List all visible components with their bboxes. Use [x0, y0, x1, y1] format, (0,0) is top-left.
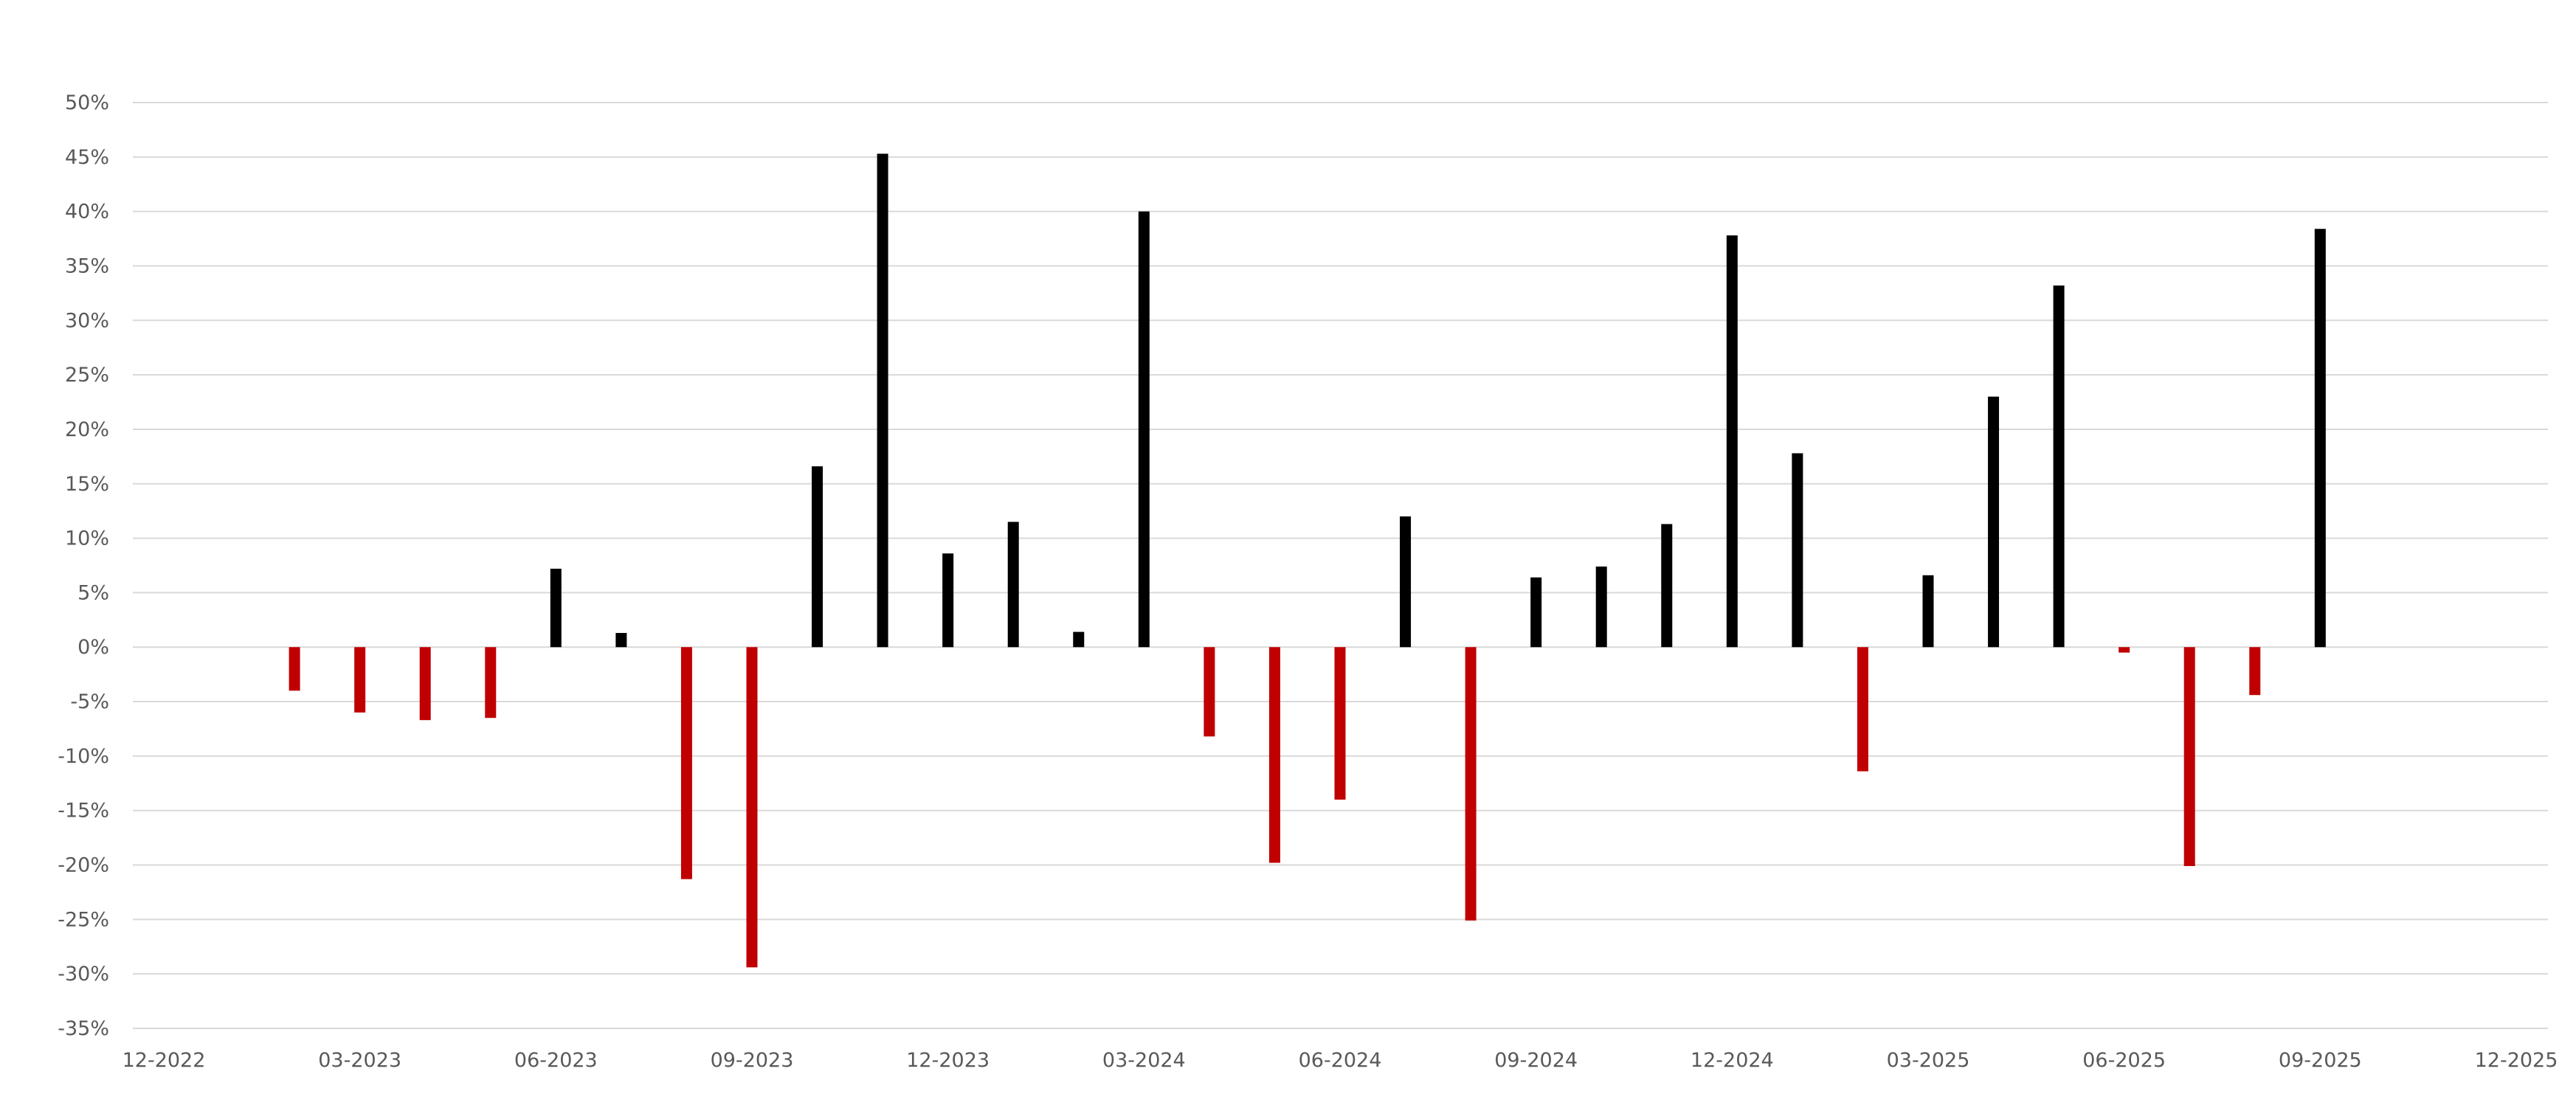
- bar-03-2023: [354, 647, 366, 713]
- bar-04-2024: [1204, 647, 1215, 737]
- x-tick-label: 09-2023: [711, 1049, 794, 1072]
- bar-09-2023: [746, 647, 758, 968]
- y-tick-label: -20%: [58, 854, 109, 877]
- x-tick-label: 12-2025: [2475, 1049, 2558, 1072]
- y-tick-label: -25%: [58, 908, 109, 931]
- bar-10-2023: [812, 466, 823, 648]
- y-tick-label: -30%: [58, 963, 109, 986]
- x-tick-label: 09-2025: [2279, 1049, 2362, 1072]
- y-axis-tick-labels: 50% 45% 40% 35% 30% 25% 20% 15% 10% 5% 0% -5% -10% -1…: [58, 91, 109, 1040]
- bars: [289, 153, 2326, 968]
- y-tick-label: 25%: [65, 364, 109, 387]
- y-tick-label: 30%: [65, 309, 109, 332]
- bar-09-2024: [1530, 577, 1542, 648]
- bar-09-2025: [2314, 229, 2326, 648]
- x-tick-label: 12-2024: [1691, 1049, 1774, 1072]
- bar-11-2024: [1661, 524, 1673, 648]
- gridlines: [133, 102, 2548, 1029]
- bar-07-2023: [615, 633, 627, 648]
- bar-10-2024: [1595, 566, 1607, 648]
- bar-12-2023: [942, 553, 954, 648]
- x-tick-label: 12-2023: [906, 1049, 990, 1072]
- bar-07-2024: [1400, 516, 1412, 648]
- y-tick-label: 45%: [65, 146, 109, 169]
- bar-04-2023: [419, 647, 431, 721]
- bar-02-2025: [1857, 647, 1868, 772]
- bar-06-2023: [550, 568, 562, 648]
- y-tick-label: 40%: [65, 201, 109, 224]
- bar-05-2024: [1268, 647, 1280, 863]
- bar-03-2024: [1138, 211, 1150, 648]
- y-tick-label: -10%: [58, 745, 109, 768]
- x-tick-label: 09-2024: [1494, 1049, 1578, 1072]
- bar-07-2025: [2183, 647, 2195, 867]
- bar-03-2025: [1922, 575, 1934, 648]
- bar-06-2024: [1334, 647, 1346, 800]
- bar-02-2023: [289, 647, 300, 691]
- bar-12-2024: [1726, 235, 1738, 648]
- x-tick-label: 06-2023: [514, 1049, 598, 1072]
- y-tick-label: 5%: [77, 581, 109, 604]
- bar-05-2023: [485, 647, 497, 719]
- x-tick-label: 12-2022: [122, 1049, 206, 1072]
- y-tick-label: 10%: [65, 527, 109, 550]
- y-tick-label: -15%: [58, 800, 109, 823]
- y-tick-label: 35%: [65, 255, 109, 277]
- x-tick-label: 06-2024: [1299, 1049, 1382, 1072]
- y-tick-label: 20%: [65, 418, 109, 441]
- bar-08-2024: [1465, 647, 1477, 921]
- y-tick-label: 0%: [77, 636, 109, 659]
- y-tick-label: 50%: [65, 91, 109, 114]
- x-axis-tick-labels: 12-2022 03-2023 06-2023 09-2023 12-2023 03-20…: [122, 1049, 2558, 1072]
- bar-06-2025: [2119, 647, 2130, 653]
- bar-04-2025: [1988, 396, 2000, 648]
- y-tick-label: 15%: [65, 473, 109, 496]
- bar-08-2025: [2249, 647, 2261, 696]
- x-tick-label: 03-2023: [318, 1049, 401, 1072]
- bar-11-2023: [877, 153, 888, 648]
- bar-02-2024: [1073, 631, 1085, 648]
- bar-05-2025: [2053, 285, 2065, 648]
- x-tick-label: 03-2025: [1887, 1049, 1970, 1072]
- bar-01-2025: [1792, 453, 1803, 648]
- x-tick-label: 06-2025: [2082, 1049, 2166, 1072]
- y-tick-label: -5%: [70, 690, 109, 713]
- bar-01-2024: [1007, 522, 1019, 648]
- bar-08-2023: [680, 647, 692, 879]
- x-tick-label: 03-2024: [1102, 1049, 1186, 1072]
- y-tick-label: -35%: [58, 1017, 109, 1040]
